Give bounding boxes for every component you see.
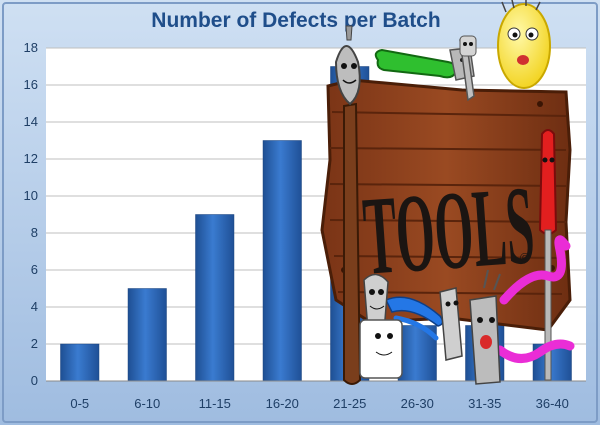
sign-text: TOOLS — [360, 163, 538, 299]
chart-title: Number of Defects per Batch — [151, 9, 440, 32]
y-tick-label: 16 — [24, 77, 38, 92]
x-tick-label: 31-35 — [468, 396, 501, 411]
x-axis-ticks: 0-5 6-10 11-15 16-20 21-25 26-30 31-35 36-40 — [70, 396, 569, 411]
x-tick-label: 26-30 — [401, 396, 434, 411]
bar-11-15 — [195, 214, 235, 382]
tools-clipart: TOOLS © — [320, 0, 575, 385]
brown-screwdriver-icon — [334, 25, 362, 385]
x-tick-label: 36-40 — [536, 396, 569, 411]
pink-worm-icon — [495, 235, 575, 363]
y-tick-label: 10 — [24, 188, 38, 203]
y-axis-ticks: 0 2 4 6 8 10 12 14 16 18 — [24, 40, 38, 388]
y-tick-label: 12 — [24, 151, 38, 166]
sun-face-icon — [497, 0, 551, 89]
y-tick-label: 4 — [31, 299, 38, 314]
bar-6-10 — [127, 288, 167, 382]
y-tick-label: 8 — [31, 225, 38, 240]
x-tick-label: 0-5 — [70, 396, 89, 411]
wrench-character-icon — [459, 35, 477, 102]
y-tick-label: 18 — [24, 40, 38, 55]
x-tick-label: 21-25 — [333, 396, 366, 411]
bar-0-5 — [60, 343, 100, 382]
tool-characters-group — [359, 269, 501, 385]
red-screwdriver-icon — [538, 129, 558, 381]
x-tick-label: 11-15 — [199, 396, 231, 411]
x-tick-label: 6-10 — [134, 396, 160, 411]
y-tick-label: 2 — [31, 336, 38, 351]
trademark-symbol: © — [520, 250, 530, 265]
y-tick-label: 0 — [31, 373, 38, 388]
y-tick-label: 14 — [24, 114, 38, 129]
bar-16-20 — [262, 140, 302, 382]
y-tick-label: 6 — [31, 262, 38, 277]
x-tick-label: 16-20 — [266, 396, 299, 411]
